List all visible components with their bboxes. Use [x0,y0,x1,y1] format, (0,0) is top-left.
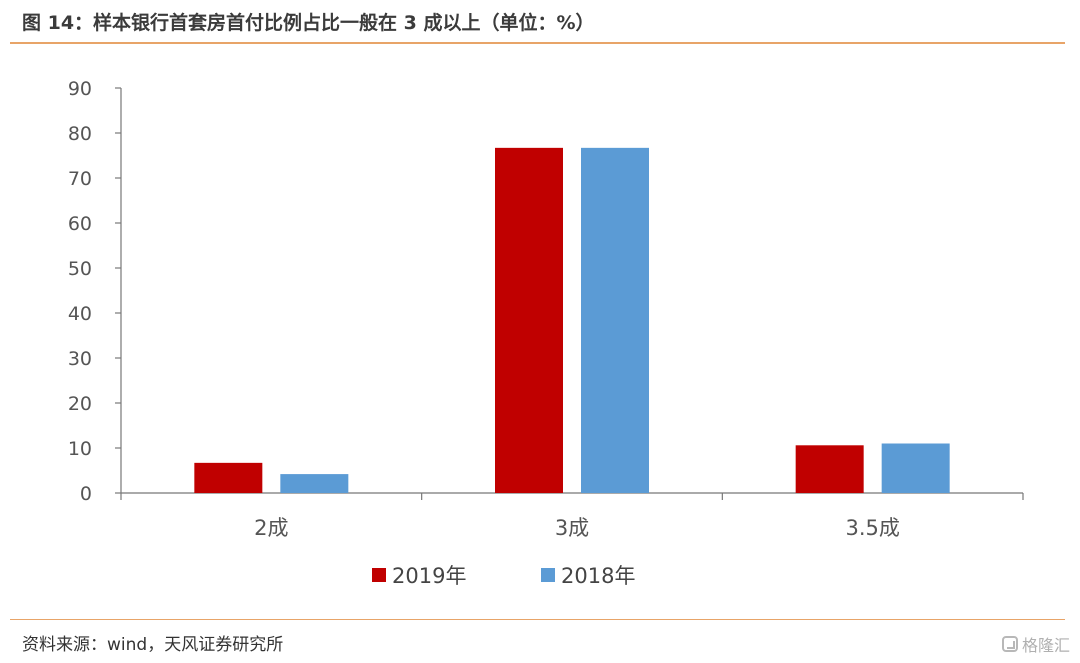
legend-label: 2018年 [561,564,635,588]
legend-swatch [541,568,555,582]
bar-series-1 [495,147,563,493]
watermark: 格隆汇 [1001,632,1070,656]
bar-chart: 0 10 20 30 40 50 60 70 80 90 2成 3成 3.5成 2019年 2018年 [68,78,1024,588]
legend-label: 2019年 [392,564,466,588]
x-axis: 2成 3成 3.5成 [120,492,1024,540]
y-axis: 0 10 20 30 40 50 60 70 80 90 [68,78,122,505]
bar-series-2 [881,443,950,493]
y-tick-label: 70 [68,168,92,190]
y-tick-label: 10 [68,438,92,460]
x-category-label: 3.5成 [845,516,899,540]
watermark-logo-icon [1001,636,1018,652]
y-tick-label: 40 [68,303,92,325]
y-tick-label: 30 [68,348,92,370]
figure-title: 图 14：样本银行首套房首付比例占比一般在 3 成以上（单位：%） [22,12,595,34]
y-tick-label: 0 [80,483,92,505]
y-tick-label: 80 [68,123,92,145]
bar-series-2 [581,147,649,493]
bottom-divider [10,619,1065,620]
watermark-text: 格隆汇 [1021,636,1070,655]
bars [194,147,950,493]
bar-series-1 [194,462,263,493]
top-divider [10,42,1065,44]
legend: 2019年 2018年 [372,564,635,588]
legend-swatch [372,568,386,582]
bar-series-1 [795,445,864,493]
y-tick-label: 50 [68,258,92,280]
x-category-label: 3成 [555,516,589,540]
y-tick-label: 60 [68,213,92,235]
bar-series-2 [280,474,349,493]
y-tick-label: 90 [68,78,92,100]
source-note: 资料来源：wind，天风证券研究所 [22,635,284,655]
x-category-label: 2成 [254,516,288,540]
y-tick-label: 20 [68,393,92,415]
